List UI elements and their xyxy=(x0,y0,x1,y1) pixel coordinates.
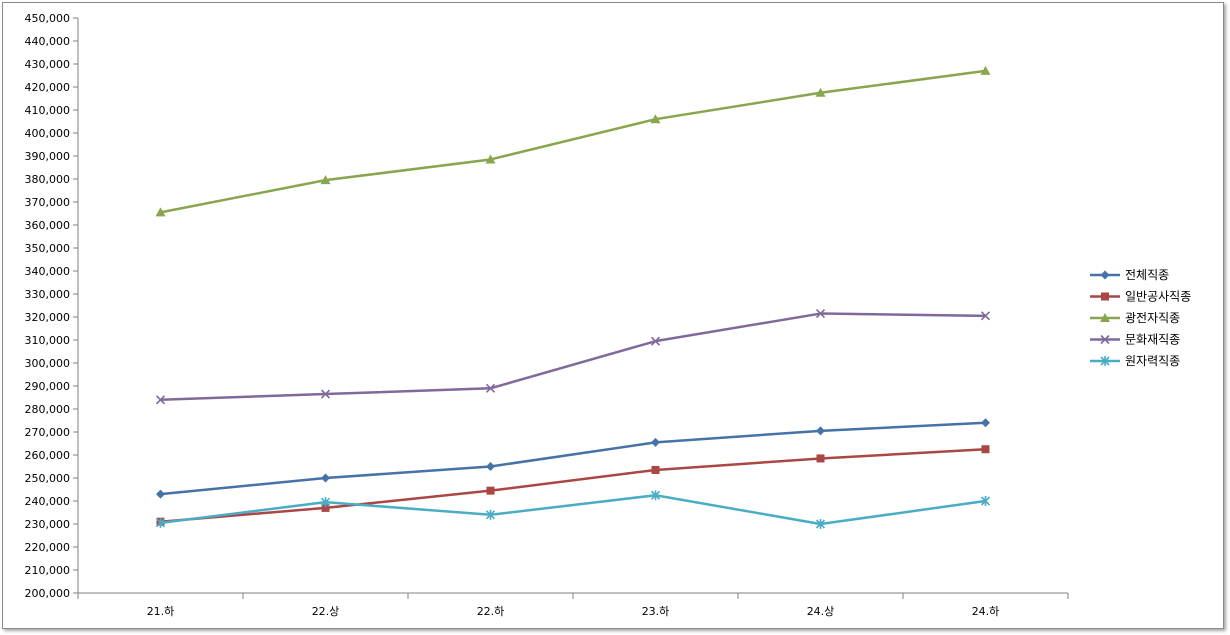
data-point xyxy=(651,437,660,447)
data-point xyxy=(155,207,166,217)
y-tick-label: 210,000 xyxy=(25,564,71,577)
data-point xyxy=(320,175,331,185)
data-point xyxy=(321,473,330,483)
data-point xyxy=(980,311,991,321)
data-point xyxy=(155,517,166,528)
y-tick-label: 370,000 xyxy=(25,196,71,209)
data-point xyxy=(320,497,331,508)
y-tick-label: 390,000 xyxy=(25,150,71,163)
y-tick-label: 220,000 xyxy=(25,541,71,554)
y-tick-label: 450,000 xyxy=(25,12,71,25)
legend-item: 광전자직종 xyxy=(1090,311,1180,325)
series-line xyxy=(160,421,986,496)
data-point xyxy=(650,114,661,124)
legend-item: 일반공사직종 xyxy=(1090,290,1191,304)
y-tick-label: 280,000 xyxy=(25,403,71,416)
data-point xyxy=(485,383,496,393)
y-tick-label: 240,000 xyxy=(25,495,71,508)
y-tick-label: 400,000 xyxy=(25,127,71,140)
legend-item: 전체직종 xyxy=(1090,268,1169,282)
y-tick-label: 230,000 xyxy=(25,518,71,531)
y-tick-label: 380,000 xyxy=(25,173,71,186)
legend-label: 문화재직종 xyxy=(1125,333,1180,347)
series-line xyxy=(160,494,986,526)
y-tick-label: 250,000 xyxy=(25,472,71,485)
y-tick-label: 200,000 xyxy=(25,587,71,600)
legend-marker xyxy=(1101,292,1109,301)
data-point xyxy=(486,486,495,495)
legend-marker xyxy=(1100,334,1110,345)
data-point xyxy=(486,462,495,471)
data-point xyxy=(816,454,825,463)
legend-item: 문화재직종 xyxy=(1090,333,1180,347)
legend-label: 원자력직종 xyxy=(1125,354,1180,368)
data-point xyxy=(485,154,496,164)
data-point xyxy=(981,418,990,428)
x-tick-label: 22.하 xyxy=(477,604,505,618)
legend-marker xyxy=(1100,270,1110,280)
data-point xyxy=(320,389,331,399)
y-tick-label: 270,000 xyxy=(25,426,71,439)
data-point xyxy=(815,308,826,319)
x-tick-label: 23.하 xyxy=(642,604,670,618)
y-tick-label: 310,000 xyxy=(25,334,71,347)
y-axis: 200,000 210,000 220,000 230,000 240,000 250,0… xyxy=(25,12,79,600)
plot-area xyxy=(155,65,991,529)
y-tick-label: 430,000 xyxy=(25,58,71,71)
series-1 xyxy=(156,418,990,499)
legend-label: 일반공사직종 xyxy=(1125,290,1191,304)
data-point xyxy=(980,496,991,506)
data-point xyxy=(981,445,990,454)
legend-item: 원자력직종 xyxy=(1090,354,1180,368)
data-point xyxy=(321,503,330,512)
data-point xyxy=(980,65,991,75)
data-point xyxy=(651,465,660,474)
series-3 xyxy=(155,65,991,217)
y-tick-label: 320,000 xyxy=(25,311,71,324)
x-tick-label: 24.하 xyxy=(972,604,1000,618)
y-tick-label: 340,000 xyxy=(25,265,71,278)
y-tick-label: 360,000 xyxy=(25,219,71,232)
data-point xyxy=(155,395,166,405)
data-point xyxy=(156,489,165,499)
series-line xyxy=(160,448,986,523)
y-tick-label: 290,000 xyxy=(25,380,71,393)
series-2 xyxy=(156,445,990,526)
legend-label: 전체직종 xyxy=(1125,268,1169,282)
x-tick-label: 24.상 xyxy=(807,605,835,618)
series-4 xyxy=(155,308,991,405)
legend-marker xyxy=(1100,356,1110,366)
y-tick-label: 440,000 xyxy=(25,35,71,48)
series-line xyxy=(160,312,986,402)
y-tick-label: 420,000 xyxy=(25,81,71,94)
legend-label: 광전자직종 xyxy=(1125,311,1180,325)
y-tick-label: 260,000 xyxy=(25,449,71,462)
y-tick-label: 300,000 xyxy=(25,357,71,370)
x-axis: 21.하 22.상 22.하 23.하 24.상 24.하 xyxy=(77,592,1069,618)
data-point xyxy=(650,490,661,501)
series-line xyxy=(160,69,986,214)
y-tick-label: 410,000 xyxy=(25,104,71,117)
data-point xyxy=(815,87,826,97)
x-tick-label: 21.하 xyxy=(147,604,175,618)
data-point xyxy=(650,336,661,346)
series-5 xyxy=(155,490,991,529)
y-tick-label: 350,000 xyxy=(25,242,71,255)
legend-marker xyxy=(1100,313,1110,322)
x-tick-label: 22.상 xyxy=(312,605,340,618)
data-point xyxy=(816,426,825,436)
y-tick-label: 330,000 xyxy=(25,288,71,301)
data-point xyxy=(485,509,496,520)
data-point xyxy=(815,519,826,529)
